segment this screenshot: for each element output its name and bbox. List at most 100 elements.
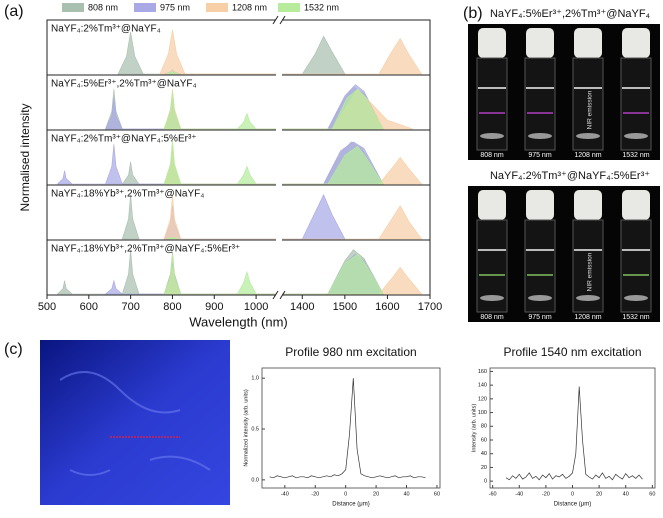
photo-label: 1532 nm xyxy=(622,314,649,321)
spectrum-area xyxy=(159,29,423,75)
x-tick-label: 500 xyxy=(38,301,56,313)
spectrum-area xyxy=(163,194,423,240)
cuvette-cap xyxy=(526,190,554,220)
x-tick-label: 60 xyxy=(434,491,440,497)
x-tick-label: 60 xyxy=(649,491,655,497)
x-tick-label: -40 xyxy=(515,491,523,497)
photo-annotation: NIR emission xyxy=(587,252,594,291)
x-tick-label: 40 xyxy=(403,491,409,497)
y-tick-label: 40 xyxy=(481,451,487,457)
spectrum-area xyxy=(163,266,423,295)
plot-frame xyxy=(261,367,441,489)
panel-label: (c) xyxy=(4,341,23,358)
y-tick-label: 140 xyxy=(478,383,487,389)
y-tick-label: 0 xyxy=(484,479,487,485)
profile-line xyxy=(505,386,643,481)
photo-label: 808 nm xyxy=(480,314,504,321)
x-axis-label: Wavelength (nm) xyxy=(189,314,288,329)
y-tick-label: 1.0 xyxy=(251,376,259,382)
subplot-title: NaYF₄:5%Er³⁺,2%Tm³⁺@NaYF₄ xyxy=(51,79,197,90)
y-tick-label: 80 xyxy=(481,424,487,430)
photo-title: NaYF₄:2%Tm³⁺@NaYF₄:5%Er³⁺ xyxy=(490,170,650,182)
x-tick-label: -20 xyxy=(542,491,550,497)
y-axis-label: Normalized intensity (arb. units) xyxy=(243,389,249,467)
photo-label: 975 nm xyxy=(528,152,552,159)
cell-texture xyxy=(59,371,211,476)
photo-label: 975 nm xyxy=(528,314,552,321)
y-tick-label: 100 xyxy=(478,410,487,416)
microscope-image xyxy=(40,340,230,505)
x-tick-label: 1500 xyxy=(333,301,357,313)
spectrum-area xyxy=(163,193,346,240)
x-tick-label: 900 xyxy=(205,301,223,313)
y-tick-label: 160 xyxy=(478,369,487,375)
x-tick-label: 1700 xyxy=(418,301,442,313)
cuvette-reflection xyxy=(480,295,504,301)
x-tick-label: -20 xyxy=(311,491,319,497)
x-tick-label: 800 xyxy=(163,301,181,313)
legend-label: 975 nm xyxy=(160,2,190,12)
axis-break-mark xyxy=(272,15,286,25)
x-tick-label: -60 xyxy=(489,491,497,497)
cuvette-cap xyxy=(622,28,650,58)
cuvette-cap xyxy=(526,28,554,58)
x-tick-label: 600 xyxy=(80,301,98,313)
photo-label: 1208 nm xyxy=(574,152,601,159)
cuvette-reflection xyxy=(528,295,552,301)
cuvette-reflection xyxy=(624,133,648,139)
chart-title: Profile 1540 nm excitation xyxy=(503,345,641,359)
cuvette-cap xyxy=(574,190,602,220)
legend-label: 808 nm xyxy=(88,2,118,12)
cuvette-cap xyxy=(622,190,650,220)
y-axis-label: Normalised intensity xyxy=(18,103,32,211)
spectrum-area xyxy=(166,71,179,75)
cuvette-cap xyxy=(478,28,506,58)
photo-label: 1208 nm xyxy=(574,314,601,321)
y-tick-label: 0.0 xyxy=(251,477,259,483)
subplot-title: NaYF₄:18%Yb³⁺,2%Tm³⁺@NaYF₄:5%Er³⁺ xyxy=(51,244,240,255)
plot-frame xyxy=(489,367,656,489)
spectrum-area xyxy=(163,139,384,185)
x-tick-label: 1600 xyxy=(375,301,399,313)
legend-swatch xyxy=(206,3,228,12)
x-tick-label: 20 xyxy=(373,491,379,497)
chart-title: Profile 980 nm excitation xyxy=(285,345,416,359)
x-tick-label: 40 xyxy=(623,491,629,497)
y-tick-label: 0.5 xyxy=(251,426,259,432)
axis-break-mark xyxy=(272,290,286,300)
y-axis-label: Intensity (arb. units) xyxy=(471,404,477,452)
cuvette-reflection xyxy=(480,133,504,139)
cuvette-reflection xyxy=(576,133,600,139)
spectrum-area xyxy=(121,194,140,240)
legend-swatch xyxy=(134,3,156,12)
x-axis-label: Distance (μm) xyxy=(554,502,591,508)
x-tick-label: 0 xyxy=(344,491,347,497)
legend-swatch xyxy=(62,3,84,12)
cuvette-reflection xyxy=(576,295,600,301)
cuvette-reflection xyxy=(528,133,552,139)
y-tick-label: 60 xyxy=(481,437,487,443)
cuvette-cap xyxy=(478,190,506,220)
spectrum-area xyxy=(117,31,346,75)
photo-label: 1532 nm xyxy=(622,152,649,159)
subplot-frame xyxy=(46,239,431,296)
subplot-title: NaYF₄:2%Tm³⁺@NaYF₄ xyxy=(51,24,161,35)
x-axis-label: Distance (μm) xyxy=(332,502,369,508)
x-tick-label: 700 xyxy=(121,301,139,313)
y-tick-label: 20 xyxy=(481,465,487,471)
axis-break xyxy=(276,17,282,298)
legend-label: 1208 nm xyxy=(232,2,267,12)
panel-label: (b) xyxy=(463,5,483,22)
spectrum-area xyxy=(163,88,384,130)
spectrum-area xyxy=(163,253,384,295)
profile-line xyxy=(269,378,426,479)
x-tick-label: 0 xyxy=(571,491,574,497)
x-tick-label: -40 xyxy=(281,491,289,497)
legend-label: 1532 nm xyxy=(304,2,339,12)
subplot-title: NaYF₄:18%Yb³⁺,2%Tm³⁺@NaYF₄ xyxy=(51,189,204,200)
legend-swatch xyxy=(278,3,300,12)
photo-title: NaYF₄:5%Er³⁺,2%Tm³⁺@NaYF₄ xyxy=(490,8,651,20)
photo-annotation: NIR emission xyxy=(587,90,594,129)
panel-label: (a) xyxy=(4,3,24,20)
